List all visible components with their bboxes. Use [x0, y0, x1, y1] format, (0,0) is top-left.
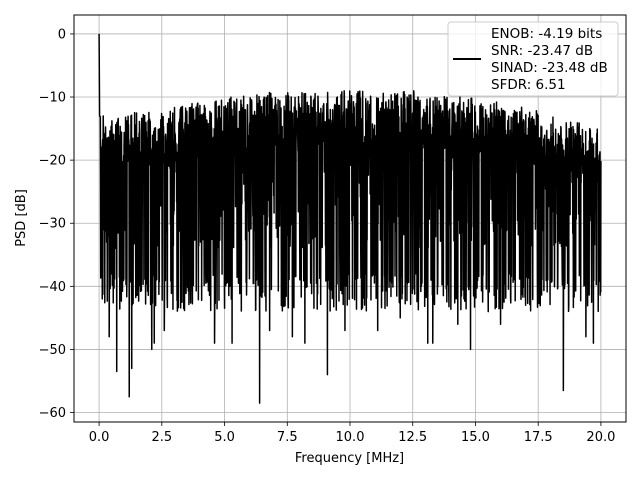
legend-enob: ENOB: -4.19 bits: [491, 26, 602, 42]
legend-snr: SNR: -23.47 dB: [491, 43, 593, 59]
y-tick-label: −40: [39, 280, 66, 295]
x-tick-label: 12.5: [398, 430, 427, 445]
legend-sinad: SINAD: -23.48 dB: [491, 60, 608, 76]
y-axis-label: PSD [dB]: [14, 189, 29, 247]
x-axis-label: Frequency [MHz]: [295, 451, 404, 466]
legend: ENOB: -4.19 bits SNR: -23.47 dB SINAD: -…: [447, 21, 619, 97]
series-psd: [98, 33, 602, 404]
y-tick-label: −10: [39, 91, 66, 106]
y-tick-label: −60: [39, 406, 66, 421]
x-tick-label: 10.0: [336, 430, 365, 445]
legend-sfdr: SFDR: 6.51: [491, 77, 566, 93]
ticks: 0.0 2.5 5.0 7.5 10.0 12.5 15.0 17.5 20.0 0 −10 −20 −…: [39, 27, 616, 445]
y-tick-label: −20: [39, 154, 66, 169]
y-tick-label: 0: [58, 27, 66, 42]
y-tick-label: −30: [39, 217, 66, 232]
x-tick-label: 0.0: [89, 430, 110, 445]
y-tick-label: −50: [39, 343, 66, 358]
x-tick-label: 17.5: [524, 430, 553, 445]
x-tick-label: 2.5: [151, 430, 172, 445]
x-tick-label: 7.5: [277, 430, 298, 445]
psd-trace: [98, 33, 602, 404]
x-tick-label: 20.0: [586, 430, 615, 445]
x-tick-label: 15.0: [461, 430, 490, 445]
legend-box: [447, 21, 619, 97]
x-tick-label: 5.0: [214, 430, 235, 445]
